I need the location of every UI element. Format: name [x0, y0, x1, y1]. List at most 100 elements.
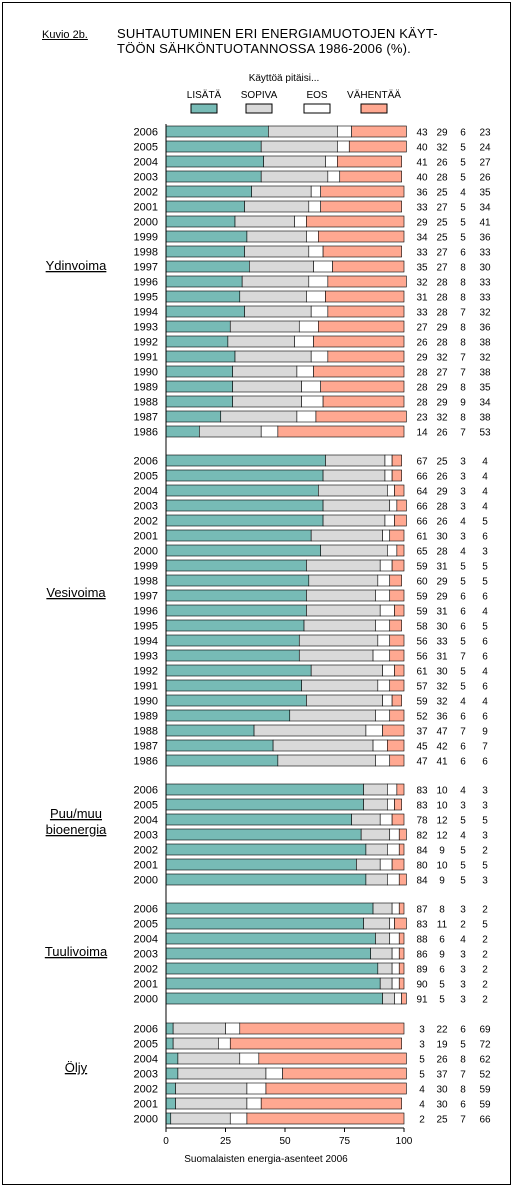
bar-segment — [391, 947, 400, 960]
data-label: 5 — [460, 577, 466, 588]
data-label: 33 — [416, 308, 428, 319]
bar-segment — [313, 260, 333, 273]
data-label: 5 — [460, 158, 466, 169]
data-label: 36 — [479, 233, 491, 244]
bar-segment — [165, 125, 269, 138]
data-label: 3 — [482, 786, 488, 797]
bar-segment — [306, 290, 326, 303]
data-label: 4 — [460, 547, 466, 558]
bar-segment — [306, 589, 376, 602]
bar-segment — [398, 947, 405, 960]
bar-segment — [175, 1097, 248, 1110]
bar-segment — [165, 1052, 179, 1065]
bar-segment — [172, 1022, 226, 1035]
bar-segment — [387, 873, 400, 886]
bar-segment — [337, 155, 402, 168]
bar-segment — [165, 947, 371, 960]
bar-segment — [320, 544, 388, 557]
data-label: 86 — [416, 950, 428, 961]
bar-segment — [165, 1037, 174, 1050]
data-label: 28 — [436, 173, 448, 184]
bar-segment — [165, 604, 307, 617]
bar-segment — [165, 410, 222, 423]
bar-segment — [165, 873, 367, 886]
data-label: 9 — [439, 876, 445, 887]
data-label: 7 — [460, 1070, 466, 1081]
year-label: 1997 — [134, 591, 158, 603]
data-label: 5 — [460, 1040, 466, 1051]
data-label: 26 — [436, 517, 448, 528]
bar-segment — [165, 170, 262, 183]
year-label: 1998 — [134, 247, 158, 259]
bar-segment — [315, 410, 407, 423]
data-label: 6 — [482, 682, 488, 693]
bar-segment — [377, 962, 393, 975]
data-label: 57 — [416, 682, 428, 693]
data-label: 56 — [416, 637, 428, 648]
bar-segment — [318, 230, 405, 243]
data-label: 6 — [460, 248, 466, 259]
bar-segment — [325, 454, 386, 467]
year-label: 2005 — [134, 800, 158, 812]
year-label: 1999 — [134, 561, 158, 573]
bar-segment — [389, 574, 402, 587]
data-label: 22 — [436, 1025, 448, 1036]
data-label: 6 — [460, 1100, 466, 1111]
data-label: 38 — [479, 338, 491, 349]
data-label: 8 — [460, 263, 466, 274]
year-label: 2001 — [134, 979, 158, 991]
bar-segment — [379, 977, 393, 990]
bar-segment — [165, 917, 364, 930]
data-label: 66 — [416, 502, 428, 513]
bar-segment — [308, 245, 324, 258]
bar-segment — [391, 977, 400, 990]
bar-segment — [360, 828, 391, 841]
data-label: 3 — [460, 950, 466, 961]
data-label: 7 — [460, 428, 466, 439]
year-label: 2003 — [134, 172, 158, 184]
bar-segment — [229, 1112, 248, 1125]
data-label: 29 — [436, 487, 448, 498]
bar-segment — [170, 1112, 231, 1125]
data-label: 3 — [419, 1025, 425, 1036]
data-label: 7 — [460, 652, 466, 663]
data-label: 59 — [479, 1085, 491, 1096]
bar-segment — [379, 604, 395, 617]
bar-segment — [272, 739, 374, 752]
bar-segment — [306, 559, 381, 572]
bar-segment — [398, 902, 405, 915]
data-label: 4 — [482, 487, 488, 498]
bar-segment — [165, 529, 312, 542]
year-label: 2004 — [134, 815, 158, 827]
bar-segment — [165, 902, 374, 915]
data-label: 8 — [460, 383, 466, 394]
bar-segment — [246, 1097, 262, 1110]
data-label: 8 — [460, 338, 466, 349]
bar-segment — [229, 1037, 402, 1050]
bar-segment — [165, 260, 250, 273]
bar-segment — [306, 215, 405, 228]
bar-segment — [384, 454, 393, 467]
bar-segment — [229, 320, 300, 333]
year-label: 1992 — [134, 337, 158, 349]
data-label: 59 — [416, 592, 428, 603]
data-label: 27 — [436, 248, 448, 259]
legend-swatch-3 — [360, 103, 388, 114]
year-label: 1991 — [134, 681, 158, 693]
bar-segment — [234, 215, 295, 228]
data-label: 4 — [460, 786, 466, 797]
data-label: 5 — [460, 861, 466, 872]
bar-segment — [372, 902, 393, 915]
data-label: 3 — [460, 995, 466, 1006]
bar-segment — [389, 709, 405, 722]
legend-swatch-2 — [303, 103, 331, 114]
bar-segment — [384, 469, 393, 482]
year-label: 1995 — [134, 621, 158, 633]
data-label: 28 — [436, 278, 448, 289]
data-label: 10 — [436, 801, 448, 812]
bar-segment — [232, 365, 298, 378]
bar-segment — [165, 858, 357, 871]
bar-segment — [327, 275, 407, 288]
data-label: 33 — [436, 637, 448, 648]
data-label: 26 — [436, 428, 448, 439]
